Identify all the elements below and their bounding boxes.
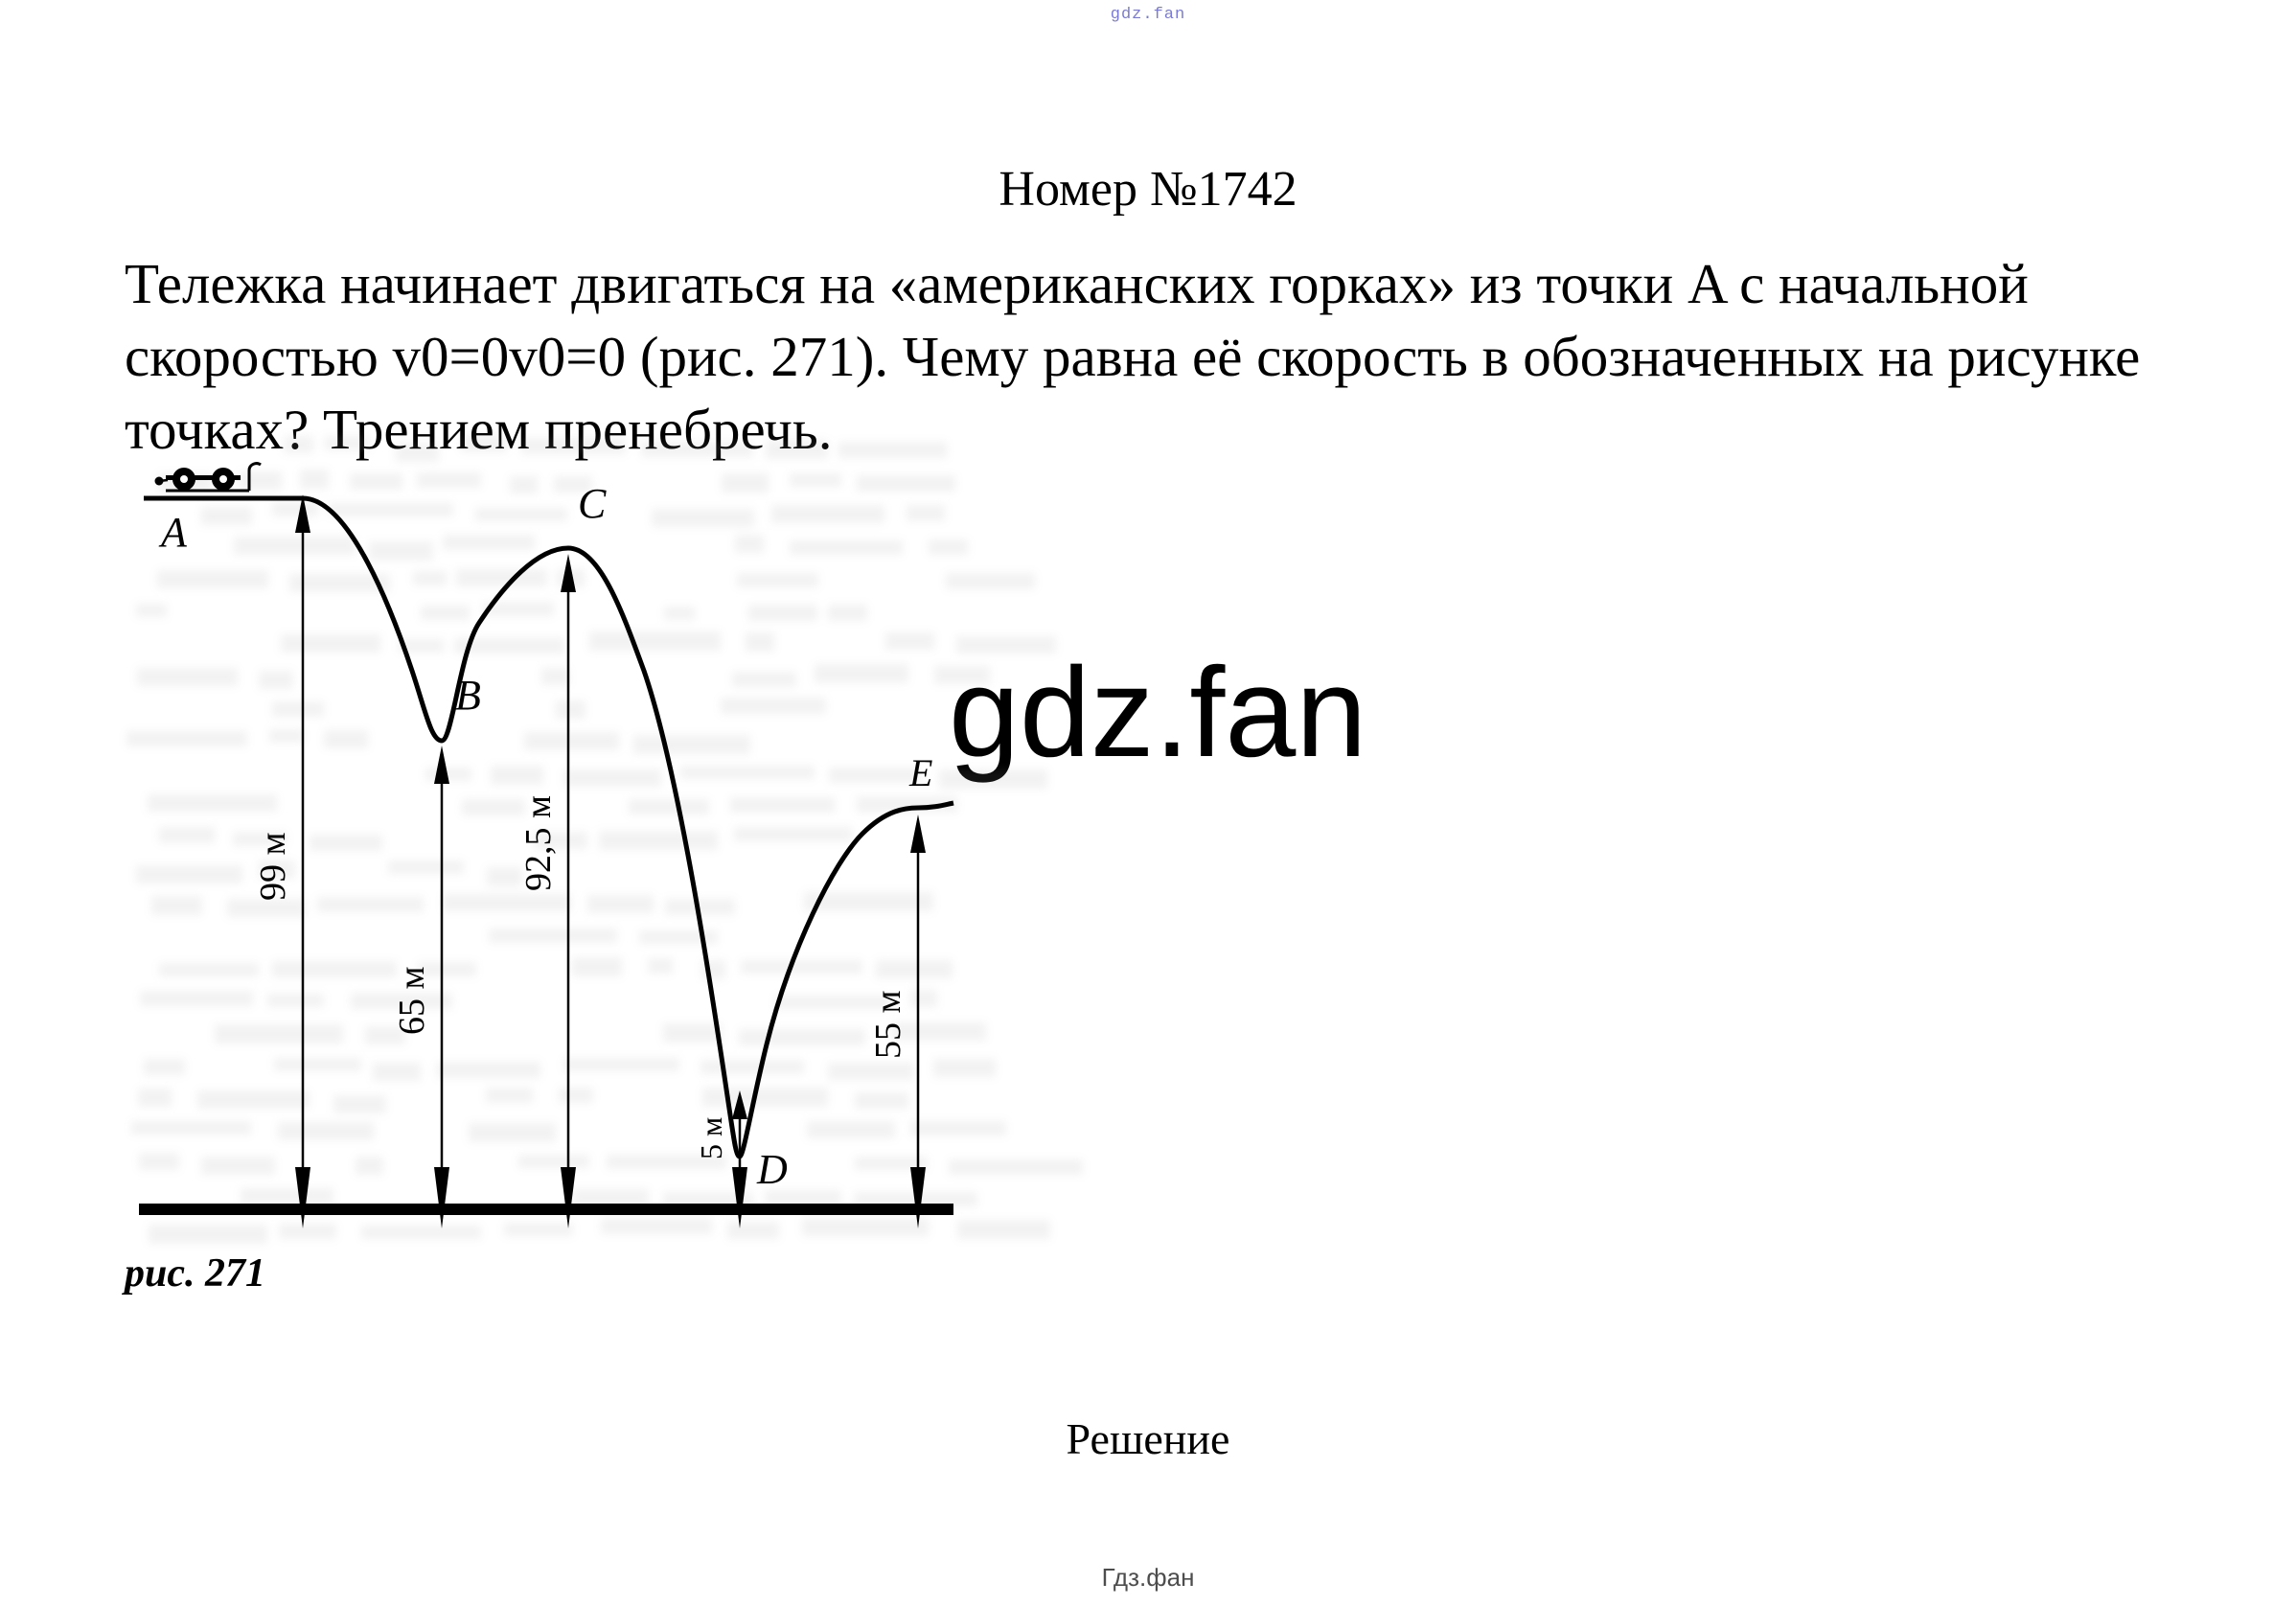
svg-text:65 м: 65 м	[392, 966, 432, 1035]
svg-text:99 м: 99 м	[253, 832, 293, 901]
svg-text:55 м: 55 м	[868, 990, 908, 1059]
svg-text:5 м: 5 м	[694, 1117, 728, 1159]
svg-text:92,5 м: 92,5 м	[518, 795, 559, 891]
svg-text:C: C	[578, 480, 607, 527]
svg-text:E: E	[908, 751, 932, 794]
svg-text:B: B	[455, 672, 481, 719]
svg-text:A: A	[158, 509, 188, 556]
svg-text:D: D	[756, 1146, 788, 1193]
